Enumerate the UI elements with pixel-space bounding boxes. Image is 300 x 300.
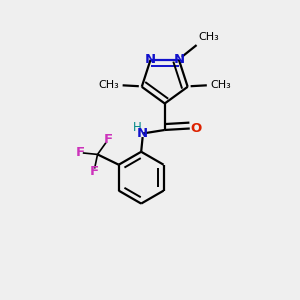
- Text: N: N: [137, 127, 148, 140]
- Text: F: F: [103, 133, 112, 146]
- Text: N: N: [173, 53, 184, 66]
- Text: CH₃: CH₃: [98, 80, 119, 90]
- Text: H: H: [133, 121, 142, 134]
- Text: F: F: [90, 165, 99, 178]
- Text: CH₃: CH₃: [199, 32, 219, 42]
- Text: O: O: [190, 122, 201, 135]
- Text: F: F: [75, 146, 84, 159]
- Text: CH₃: CH₃: [211, 80, 231, 90]
- Text: N: N: [145, 53, 156, 66]
